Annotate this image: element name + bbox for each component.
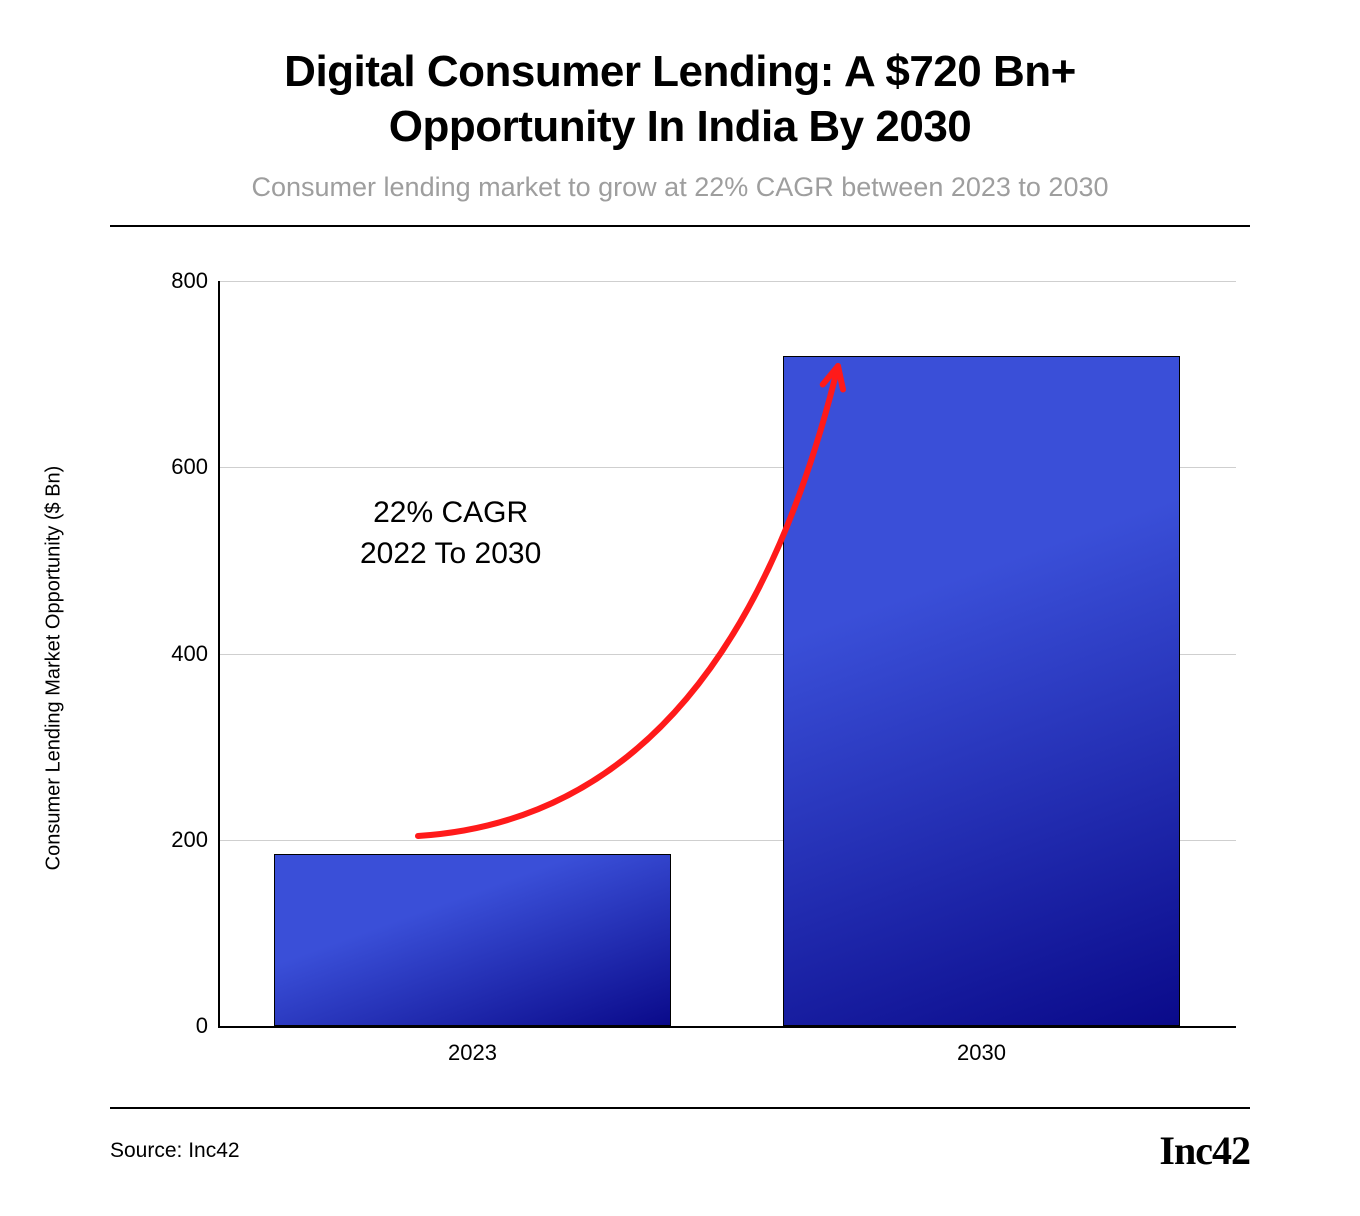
x-category-label: 2030 [902,1040,1062,1066]
chart-subtitle: Consumer lending market to grow at 22% C… [0,172,1360,203]
y-tick-label: 600 [148,454,208,480]
chart-footer: Source: Inc42 Inc42 [110,1107,1250,1174]
y-axis-label: Consumer Lending Market Opportunity ($ B… [43,466,66,871]
cagr-annotation: 22% CAGR2022 To 2030 [360,493,541,574]
y-tick-label: 400 [148,641,208,667]
bar-chart: Consumer Lending Market Opportunity ($ B… [110,258,1250,1078]
y-tick-label: 800 [148,268,208,294]
header-divider [110,225,1250,227]
y-tick-label: 0 [148,1013,208,1039]
source-text: Source: Inc42 [110,1139,240,1163]
x-axis-line [218,1026,1236,1028]
title-line-1: Digital Consumer Lending: A $720 Bn+ [284,47,1076,96]
growth-arrow [218,281,1236,1026]
brand-num: 42 [1212,1127,1250,1174]
brand-main: Inc [1159,1127,1212,1174]
title-line-2: Opportunity In India By 2030 [389,102,972,151]
brand-logo: Inc42 [1159,1127,1250,1174]
chart-title: Digital Consumer Lending: A $720 Bn+ Opp… [0,44,1360,154]
y-tick-label: 200 [148,827,208,853]
x-category-label: 2023 [393,1040,553,1066]
